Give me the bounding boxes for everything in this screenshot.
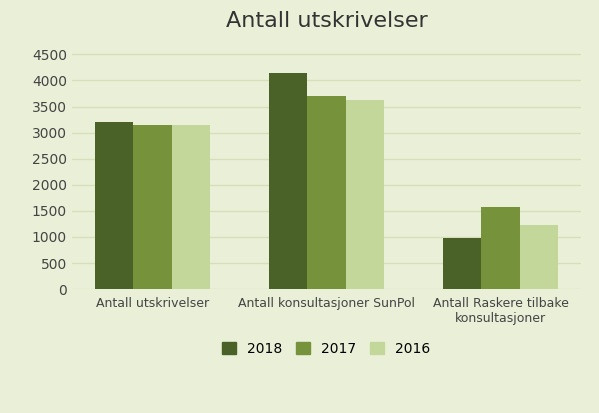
Bar [307, 96, 346, 289]
Title: Antall utskrivelser: Antall utskrivelser [226, 12, 427, 31]
Bar [95, 122, 134, 289]
Bar [134, 125, 171, 289]
Bar [443, 238, 482, 289]
Bar [519, 225, 558, 289]
Bar [171, 125, 210, 289]
Bar [482, 206, 519, 289]
Legend: 2018, 2017, 2016: 2018, 2017, 2016 [217, 336, 436, 361]
Bar [346, 100, 384, 289]
Bar [269, 73, 307, 289]
